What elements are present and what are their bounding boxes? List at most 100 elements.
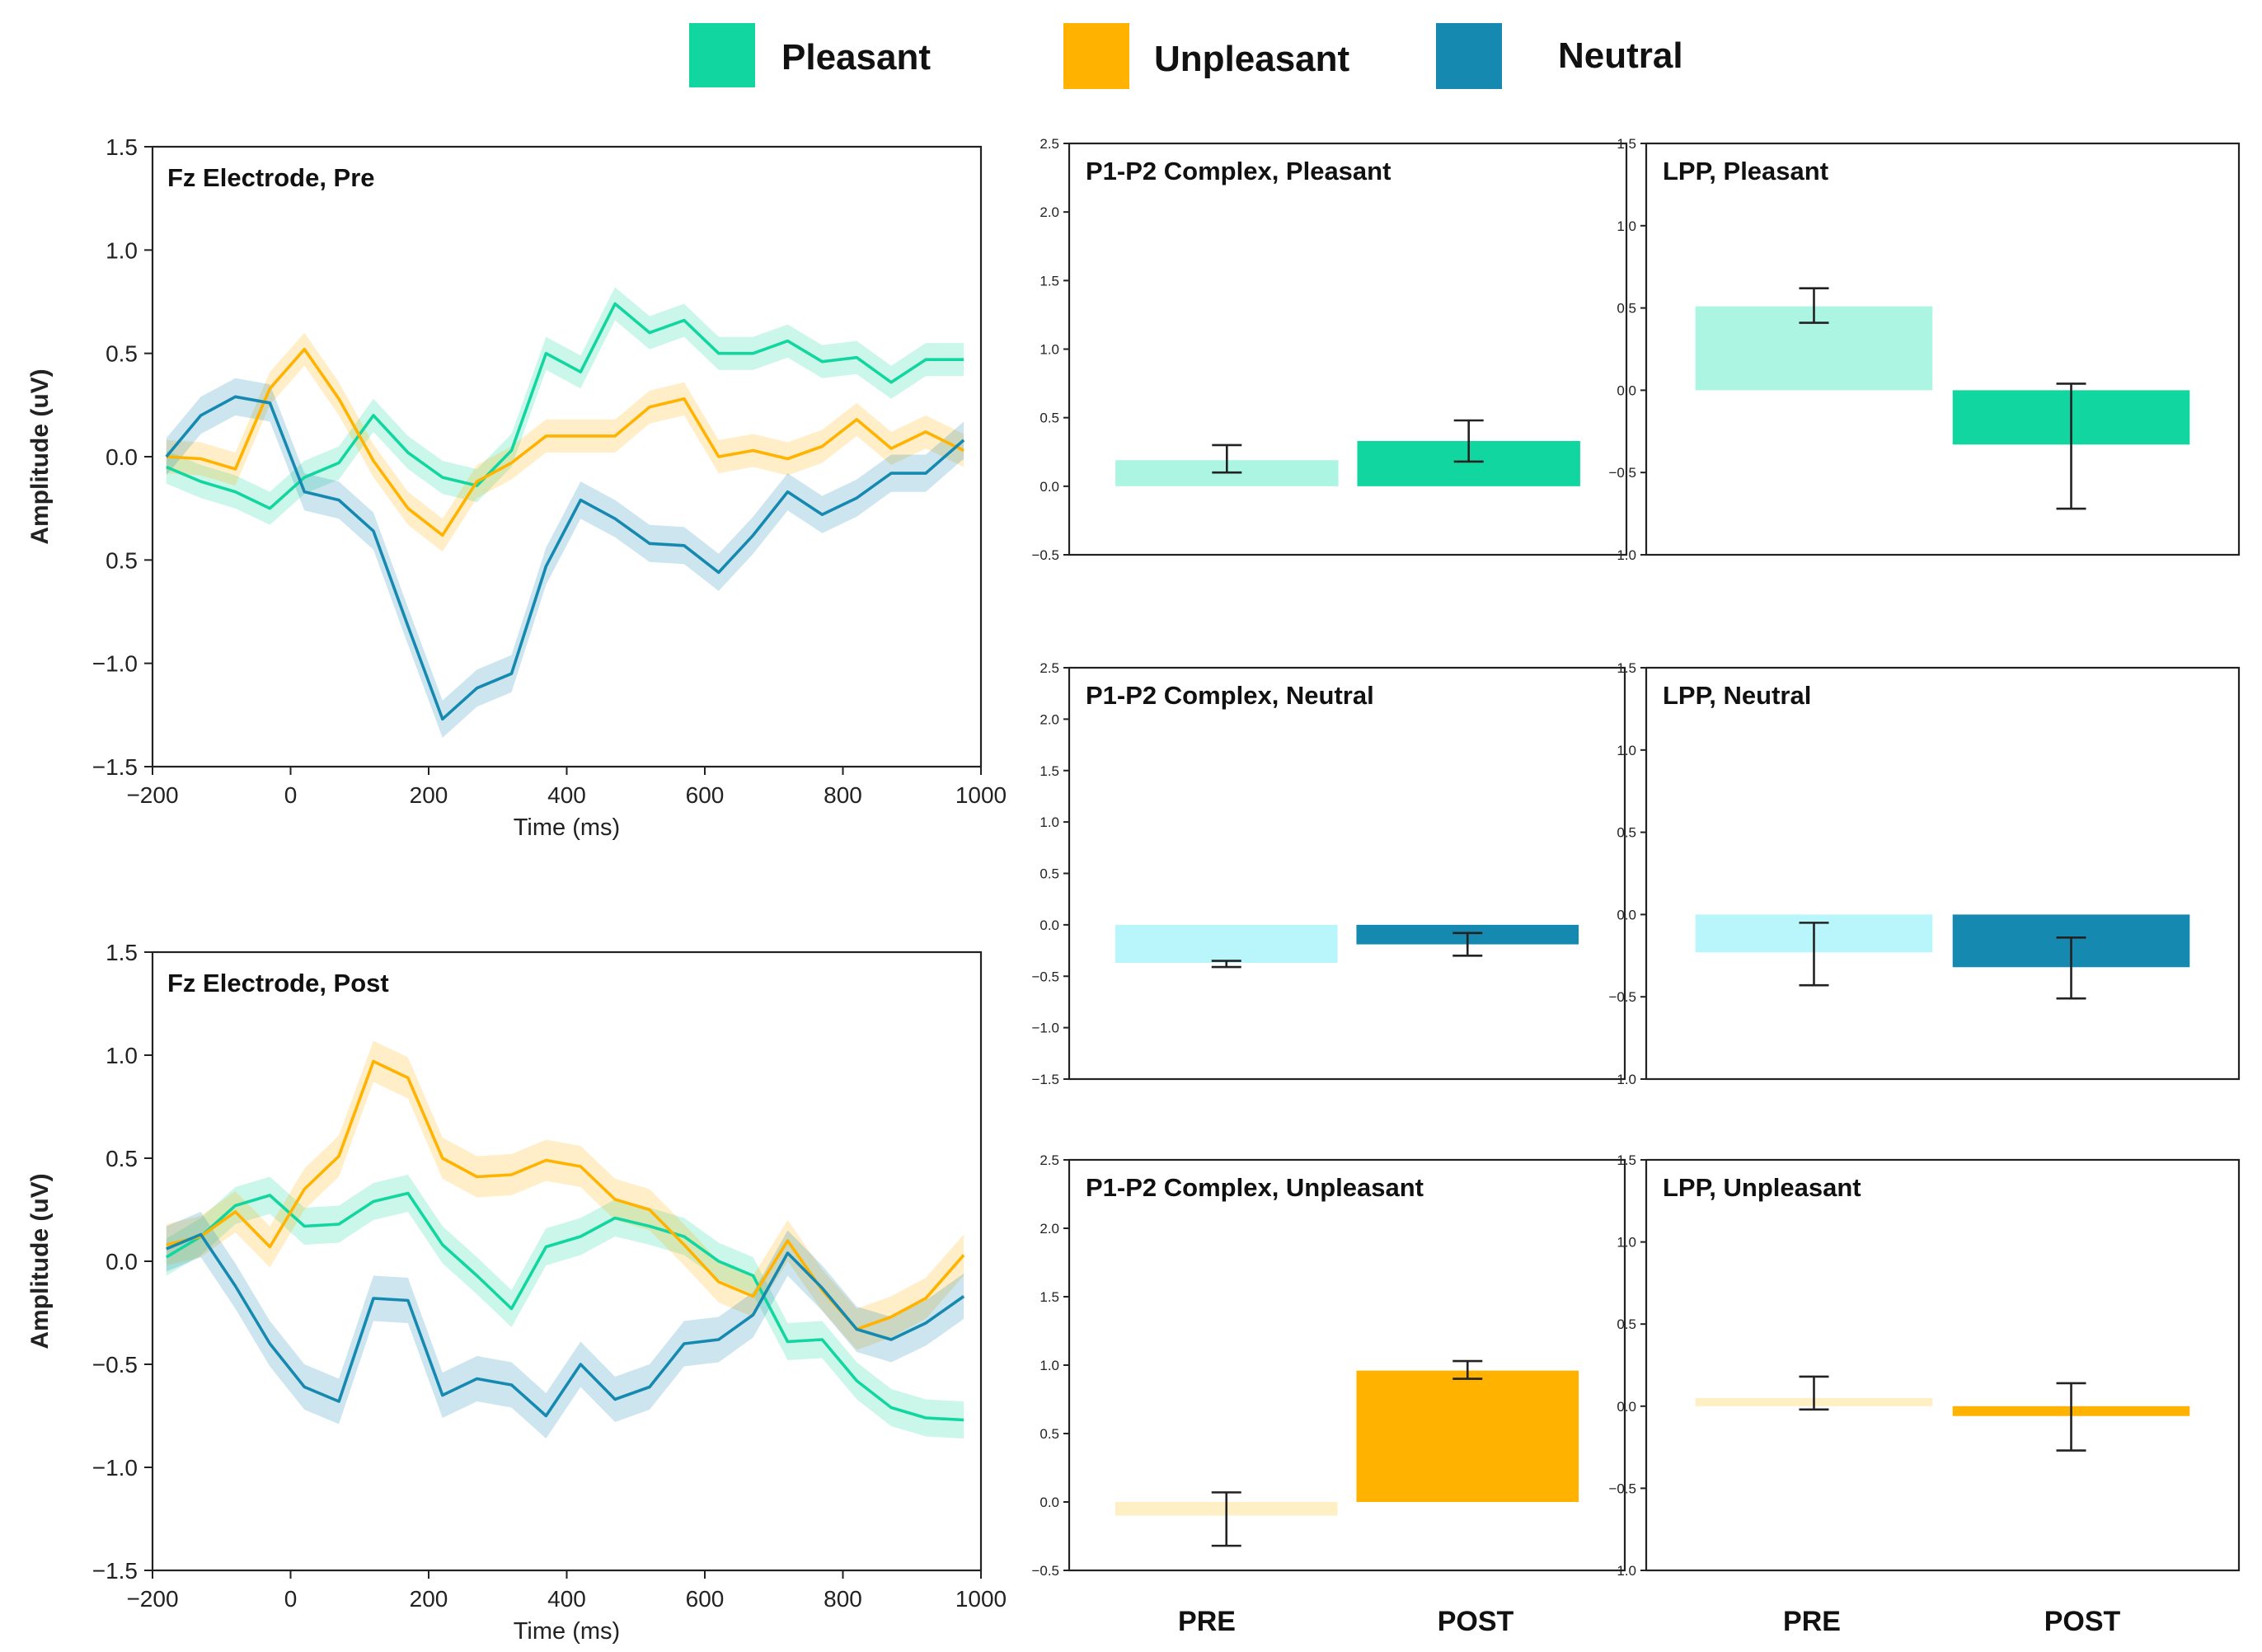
y-tick-label: −1.5 — [1031, 1072, 1059, 1087]
bar-pre — [1115, 924, 1338, 964]
plot-frame — [1645, 142, 2241, 556]
y-tick-label: 1.5 — [1617, 136, 1636, 152]
y-tick-label: 2.0 — [1039, 711, 1059, 727]
y-tick-label: −1.0 — [1608, 1563, 1636, 1579]
y-tick-label: 1.0 — [1039, 814, 1059, 830]
x-tick-label: −200 — [126, 1586, 178, 1612]
panel-title: P1-P2 Complex, Neutral — [1086, 681, 1374, 710]
y-tick-label: 1.5 — [1039, 273, 1059, 289]
confidence-band-unpleasant — [166, 1040, 964, 1350]
y-tick-label: −0.5 — [1031, 969, 1059, 984]
x-tick-label: 200 — [410, 1586, 448, 1612]
x-tick-label: 800 — [824, 782, 862, 808]
x-tick-label: 0 — [284, 782, 298, 808]
panel-title: P1-P2 Complex, Unpleasant — [1086, 1173, 1424, 1202]
y-tick-label: 0.0 — [1617, 1399, 1636, 1415]
y-tick-label: 0.0 — [106, 444, 138, 470]
y-tick-label: 0.0 — [1039, 479, 1059, 495]
y-tick-label: 1.0 — [1617, 218, 1636, 234]
confidence-band-neutral — [166, 1212, 964, 1438]
panel-title: Fz Electrode, Post — [167, 969, 389, 997]
series-line-unpleasant — [166, 347, 964, 537]
x-tick-label: 200 — [410, 782, 448, 808]
y-tick-label: 1.0 — [1617, 1235, 1636, 1251]
y-tick-label: 2.0 — [1039, 204, 1059, 220]
y-tick-label: 1.5 — [106, 940, 138, 965]
y-tick-label: −1.0 — [1608, 1072, 1636, 1087]
y-tick-label: −1.0 — [1608, 547, 1636, 563]
y-tick-label: 0.5 — [1039, 866, 1059, 882]
y-tick-label: 1.5 — [1617, 660, 1636, 676]
x-tick-label: 1000 — [955, 782, 1007, 808]
y-tick-label: 0.5 — [1617, 1316, 1636, 1332]
series-line-neutral — [166, 1232, 965, 1418]
y-tick-label: 1.0 — [1039, 342, 1059, 358]
y-tick-label: 1.5 — [1617, 1152, 1636, 1168]
y-tick-label: 0.0 — [1039, 1495, 1059, 1510]
y-tick-label: 0.0 — [106, 1249, 138, 1274]
y-tick-label: 1.5 — [1039, 763, 1059, 779]
plot-frame — [1068, 666, 1626, 1081]
y-tick-label: 0.5 — [106, 341, 138, 367]
y-tick-label: −0.5 — [92, 1352, 138, 1377]
x-tick-label: 800 — [824, 1586, 862, 1612]
y-tick-label: 0.5 — [1039, 1426, 1059, 1442]
fz-pre-panel: −200 0 200 400 600 800 1000 1.5 1.0 0.5 0.0 0.5 −1.0… — [26, 134, 1007, 841]
p1p2-pleasant-panel: 2.5 2.0 1.5 1.0 0.5 0.0 −0.5 P1-P2 Complex, Ple… — [1031, 136, 1628, 563]
x-axis-label: Time (ms) — [514, 814, 620, 841]
y-tick-label: −0.5 — [1608, 989, 1636, 1005]
x-tick-label: 400 — [547, 782, 586, 808]
y-tick-label: 2.5 — [1039, 136, 1059, 152]
y-tick-label: −1.5 — [92, 1558, 138, 1584]
y-axis-label: Amplitude (uV) — [26, 1173, 54, 1349]
series-line-pleasant — [166, 302, 964, 510]
plot-frame — [151, 145, 983, 768]
y-axis-label: Amplitude (uV) — [26, 368, 54, 544]
y-tick-label: 1.5 — [1039, 1289, 1059, 1305]
legend: Pleasant Unpleasant Neutral — [689, 23, 1683, 89]
p1p2-unpleasant-panel: 2.5 2.0 1.5 1.0 0.5 0.0 −0.5 P1-P2 Complex, Unp… — [1031, 1152, 1626, 1579]
panel-title: P1-P2 Complex, Pleasant — [1086, 157, 1391, 185]
panel-title: Fz Electrode, Pre — [167, 163, 375, 192]
y-tick-label: 0.5 — [1617, 301, 1636, 317]
y-tick-label: −1.5 — [92, 754, 138, 780]
legend-swatch-pleasant — [689, 23, 755, 87]
y-tick-label: 0.0 — [1039, 918, 1059, 933]
y-tick-label: 0.0 — [1617, 382, 1636, 398]
plot-frame — [1068, 142, 1628, 556]
y-tick-label: 1.0 — [106, 1043, 138, 1068]
post-label-left: POST — [1438, 1606, 1514, 1637]
y-tick-label: 0.0 — [1617, 907, 1636, 922]
y-tick-label: −1.0 — [92, 651, 138, 677]
pre-label-left: PRE — [1178, 1606, 1236, 1637]
legend-label-unpleasant: Unpleasant — [1154, 39, 1350, 79]
lpp-pleasant-panel: 1.5 1.0 0.5 0.0 −0.5 −1.0 LPP, Pleasant — [1608, 136, 2241, 563]
y-tick-label: 0.5 — [106, 1146, 138, 1171]
panel-title: LPP, Unpleasant — [1663, 1173, 1861, 1202]
series-line-pleasant — [165, 1191, 964, 1422]
y-tick-label: 1.5 — [106, 134, 138, 160]
y-tick-label: −0.5 — [1031, 1563, 1059, 1579]
y-tick-label: −0.5 — [1031, 547, 1059, 563]
bar-post — [1356, 1370, 1579, 1502]
legend-swatch-neutral — [1436, 23, 1502, 89]
y-tick-label: −0.5 — [1608, 465, 1636, 481]
y-tick-label: 2.0 — [1039, 1221, 1059, 1237]
x-tick-label: 600 — [686, 782, 725, 808]
x-axis-label: Time (ms) — [514, 1618, 620, 1645]
legend-label-neutral: Neutral — [1558, 35, 1683, 76]
post-label-right: POST — [2044, 1606, 2121, 1637]
lpp-unpleasant-panel: 1.5 1.0 0.5 0.0 −0.5 −1.0 LPP, Unpleasant — [1608, 1152, 2241, 1579]
x-tick-label: −200 — [126, 782, 178, 808]
y-tick-label: −1.0 — [1031, 1021, 1059, 1036]
y-tick-label: −1.0 — [92, 1455, 138, 1481]
y-tick-label: 1.0 — [106, 237, 138, 263]
legend-swatch-unpleasant — [1063, 23, 1129, 89]
x-tick-label: 600 — [686, 1586, 725, 1612]
x-tick-label: 400 — [547, 1586, 586, 1612]
y-tick-label: 2.5 — [1039, 1152, 1059, 1168]
plot-frame — [1645, 1158, 2241, 1572]
y-tick-label: 0.5 — [1039, 411, 1059, 426]
lpp-neutral-panel: 1.5 1.0 0.5 0.0 −0.5 −1.0 LPP, Neutral — [1608, 660, 2241, 1087]
